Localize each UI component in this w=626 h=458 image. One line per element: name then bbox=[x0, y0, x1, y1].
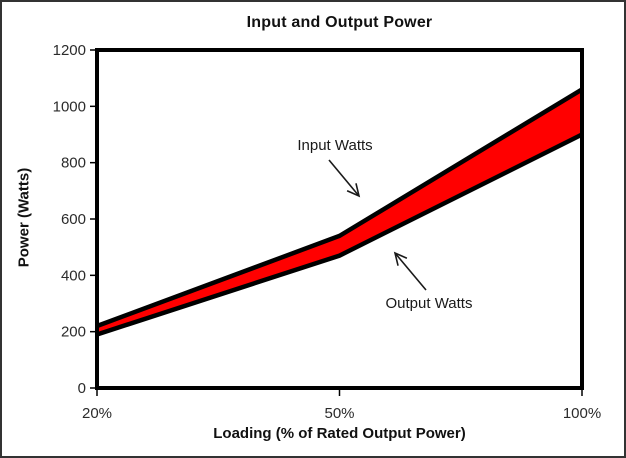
output-watts-arrow bbox=[394, 252, 427, 291]
input-watts-arrow bbox=[328, 159, 360, 197]
output-watts-arrowhead bbox=[393, 251, 408, 266]
y-tick-label: 200 bbox=[61, 324, 86, 341]
chart-title: Input and Output Power bbox=[246, 14, 433, 31]
output-watts-line bbox=[96, 132, 584, 337]
x-axis-title: Loading (% of Rated Output Power) bbox=[213, 425, 466, 442]
input-watts-line bbox=[96, 87, 584, 329]
x-tick-label: 100% bbox=[563, 405, 601, 422]
y-axis-title: Power (Watts) bbox=[15, 167, 33, 268]
y-tick-label: 600 bbox=[61, 211, 86, 228]
y-tick-label: 1200 bbox=[53, 42, 86, 59]
x-tick-label: 50% bbox=[324, 405, 354, 422]
y-tick-label: 0 bbox=[78, 380, 86, 397]
x-tick-label: 20% bbox=[82, 405, 112, 422]
output-watts-annotation-label: Output Watts bbox=[386, 295, 473, 312]
y-tick-label: 400 bbox=[61, 267, 86, 284]
y-tick-label: 800 bbox=[61, 155, 86, 172]
plot-border bbox=[95, 48, 584, 390]
y-tick-label: 1000 bbox=[53, 98, 86, 115]
input-watts-annotation-label: Input Watts bbox=[297, 137, 372, 154]
input-watts-arrowhead bbox=[346, 183, 361, 198]
